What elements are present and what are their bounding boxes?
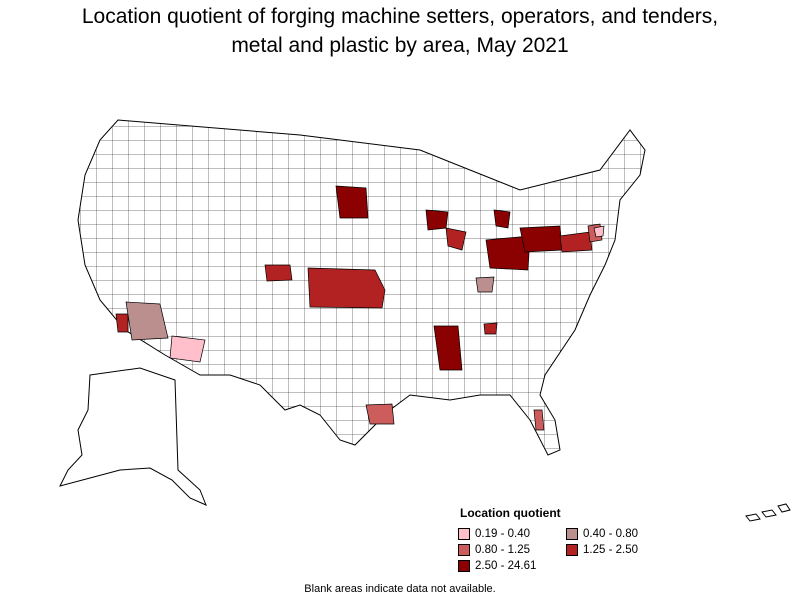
legend-title: Location quotient bbox=[460, 506, 561, 520]
legend-item: 0.40 - 0.80 bbox=[566, 527, 676, 541]
area-florida bbox=[533, 409, 545, 431]
legend-swatch bbox=[458, 544, 470, 556]
area-tennessee bbox=[483, 322, 498, 335]
legend-label: 0.80 - 1.25 bbox=[475, 544, 530, 556]
legend-item: 0.80 - 1.25 bbox=[458, 543, 566, 557]
legend-item: 1.25 - 2.50 bbox=[566, 543, 676, 557]
area-wisconsin-1 bbox=[425, 209, 449, 231]
legend-label: 0.40 - 0.80 bbox=[583, 528, 638, 540]
area-colorado bbox=[264, 264, 293, 282]
area-california-south bbox=[115, 313, 129, 333]
area-kentucky bbox=[475, 276, 495, 293]
area-michigan bbox=[493, 209, 511, 229]
hawaii-islands bbox=[745, 503, 791, 522]
legend-item: 0.19 - 0.40 bbox=[458, 527, 566, 541]
area-illinois bbox=[445, 227, 467, 251]
legend-swatch bbox=[458, 560, 470, 572]
legend-swatch bbox=[566, 544, 578, 556]
map-title-line-2: metal and plastic by area, May 2021 bbox=[231, 34, 569, 57]
area-texas-houston bbox=[365, 403, 395, 425]
area-pennsylvania bbox=[519, 225, 563, 253]
legend: Location quotient 0.19 - 0.40 0.40 - 0.8… bbox=[458, 506, 688, 573]
alaska-outline bbox=[59, 367, 207, 506]
legend-label: 2.50 - 24.61 bbox=[475, 560, 537, 572]
legend-label: 0.19 - 0.40 bbox=[475, 528, 530, 540]
area-minnesota bbox=[335, 185, 369, 219]
area-kansas bbox=[307, 267, 386, 309]
area-new-england bbox=[593, 225, 605, 238]
area-mississippi bbox=[433, 325, 463, 371]
legend-swatch bbox=[566, 528, 578, 540]
footnote: Blank areas indicate data not available. bbox=[304, 583, 496, 595]
map-title: Location quotient of forging machine set… bbox=[0, 2, 800, 60]
legend-item: 2.50 - 24.61 bbox=[458, 559, 566, 573]
area-arizona bbox=[169, 335, 206, 363]
area-indiana-ohio bbox=[485, 235, 531, 271]
area-ohio-east bbox=[559, 231, 593, 253]
area-california-east bbox=[125, 301, 169, 341]
map-title-line-1: Location quotient of forging machine set… bbox=[81, 5, 719, 28]
legend-swatch bbox=[458, 528, 470, 540]
legend-label: 1.25 - 2.50 bbox=[583, 544, 638, 556]
